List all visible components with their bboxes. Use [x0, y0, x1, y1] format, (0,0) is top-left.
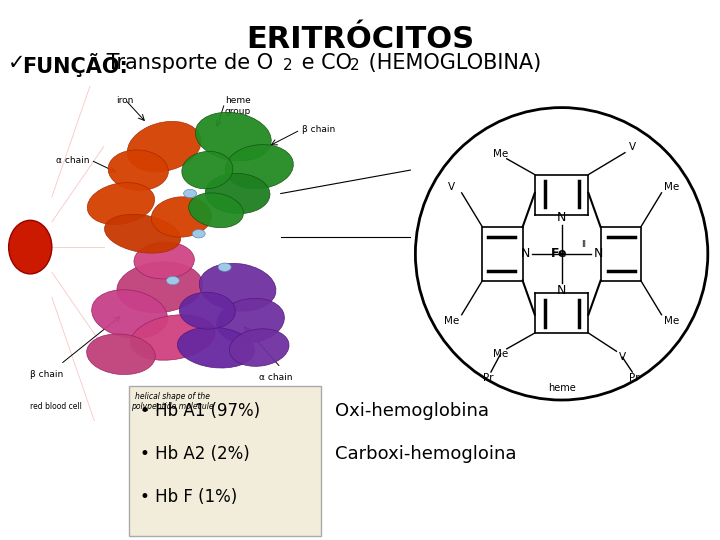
Text: V: V	[629, 141, 636, 152]
Text: α chain: α chain	[56, 156, 90, 165]
Ellipse shape	[151, 197, 212, 237]
Text: ERITRÓCITOS: ERITRÓCITOS	[246, 25, 474, 54]
Text: Me: Me	[664, 182, 679, 192]
Text: N: N	[557, 284, 567, 297]
Text: β chain: β chain	[302, 125, 336, 134]
Text: V: V	[449, 182, 456, 192]
Ellipse shape	[184, 190, 197, 198]
Text: α chain: α chain	[259, 373, 293, 382]
Ellipse shape	[166, 276, 179, 285]
Text: heme: heme	[548, 383, 575, 393]
Text: • Hb A1 (97%): • Hb A1 (97%)	[140, 402, 260, 420]
Text: heme
group: heme group	[225, 97, 251, 116]
Ellipse shape	[205, 173, 270, 214]
Ellipse shape	[199, 264, 276, 311]
Ellipse shape	[192, 230, 205, 238]
Circle shape	[415, 107, 708, 400]
Ellipse shape	[177, 327, 255, 368]
Ellipse shape	[179, 292, 235, 329]
Text: e CO: e CO	[295, 53, 352, 73]
Ellipse shape	[130, 315, 215, 360]
Text: Oxi-hemoglobina: Oxi-hemoglobina	[335, 402, 489, 420]
Ellipse shape	[104, 214, 181, 253]
Text: iron: iron	[117, 97, 134, 105]
Text: ✓: ✓	[8, 53, 25, 73]
Text: Pr: Pr	[483, 373, 494, 383]
Text: (HEMOGLOBINA): (HEMOGLOBINA)	[362, 53, 541, 73]
Ellipse shape	[230, 329, 289, 366]
Text: Pr: Pr	[629, 373, 640, 383]
Ellipse shape	[195, 112, 271, 161]
Text: N: N	[557, 211, 567, 224]
Text: red blood cell: red blood cell	[30, 402, 82, 411]
Ellipse shape	[225, 145, 293, 189]
Ellipse shape	[108, 150, 168, 190]
Ellipse shape	[189, 193, 243, 228]
Text: • Hb A2 (2%): • Hb A2 (2%)	[140, 445, 250, 463]
Ellipse shape	[117, 262, 203, 313]
Text: N: N	[593, 247, 603, 260]
Text: N: N	[521, 247, 530, 260]
Text: Transporte de O: Transporte de O	[100, 53, 273, 73]
Text: • Hb F (1%): • Hb F (1%)	[140, 488, 238, 506]
Text: helical shape of the
polypeptide molecule: helical shape of the polypeptide molecul…	[132, 392, 214, 411]
Text: 2: 2	[283, 58, 292, 73]
Text: Me: Me	[493, 149, 508, 159]
Text: Carboxi-hemogloina: Carboxi-hemogloina	[335, 445, 516, 463]
Text: FUNÇÃO:: FUNÇÃO:	[22, 53, 128, 77]
Ellipse shape	[86, 334, 156, 375]
Text: V: V	[619, 353, 626, 362]
Text: 2: 2	[350, 58, 359, 73]
Text: Fe: Fe	[551, 247, 567, 260]
Text: Me: Me	[493, 349, 508, 359]
Ellipse shape	[87, 183, 155, 225]
Ellipse shape	[182, 151, 233, 189]
Ellipse shape	[9, 220, 52, 274]
Text: β chain: β chain	[30, 370, 63, 379]
Text: Me: Me	[444, 316, 459, 326]
Ellipse shape	[217, 299, 284, 343]
Ellipse shape	[91, 290, 168, 339]
Ellipse shape	[134, 242, 194, 279]
Text: Me: Me	[664, 316, 679, 326]
Ellipse shape	[218, 263, 231, 272]
Ellipse shape	[127, 122, 201, 172]
Text: II: II	[581, 240, 586, 248]
FancyBboxPatch shape	[129, 386, 321, 536]
